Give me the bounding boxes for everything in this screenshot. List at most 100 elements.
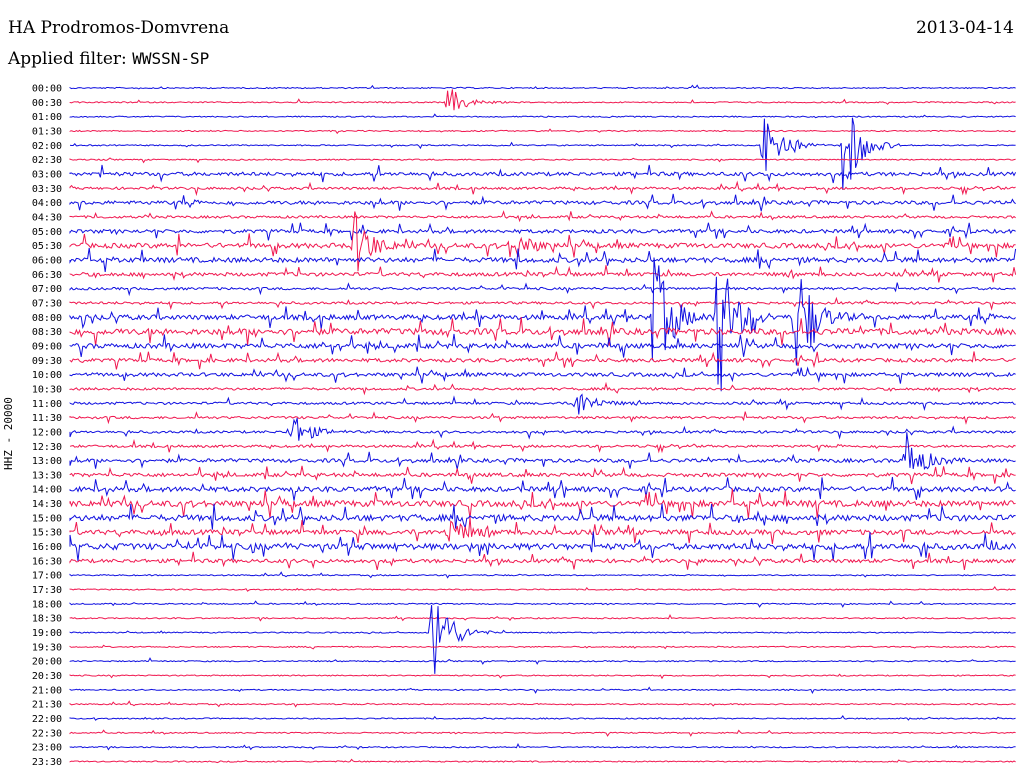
row-time-label: 10:30 [32, 384, 62, 395]
trace-line [69, 673, 1016, 680]
trace-line [69, 164, 1017, 184]
trace-line [69, 222, 1016, 241]
row-time-label: 23:00 [32, 743, 62, 754]
trace-line [69, 117, 1016, 190]
trace-line [69, 488, 1016, 519]
trace-line [69, 282, 1016, 297]
trace-line [69, 84, 1016, 90]
trace-line [69, 605, 1016, 674]
row-time-label: 07:30 [32, 298, 62, 309]
trace-line [69, 686, 1016, 695]
row-time-label: 16:30 [32, 556, 62, 567]
trace-line [69, 585, 1016, 592]
trace-line [69, 193, 1016, 212]
trace-line [69, 729, 1016, 737]
row-time-label: 16:00 [32, 542, 62, 553]
row-time-label: 05:30 [32, 241, 62, 252]
row-time-label: 02:00 [32, 141, 62, 152]
row-time-label: 14:00 [32, 485, 62, 496]
row-time-label: 12:30 [32, 442, 62, 453]
row-time-label: 11:00 [32, 399, 62, 410]
row-time-label: 19:30 [32, 642, 62, 653]
trace-line [69, 247, 1017, 272]
row-time-label: 06:30 [32, 270, 62, 281]
row-time-label: 23:30 [32, 757, 62, 768]
filter-label: Applied filter: [8, 49, 127, 69]
row-time-label: 20:30 [32, 671, 62, 682]
record-date: 2013-04-14 [915, 18, 1014, 38]
row-time-label: 08:00 [32, 313, 62, 324]
trace-line [69, 657, 1016, 665]
row-time-label: 15:00 [32, 513, 62, 524]
row-time-label: 09:30 [32, 356, 62, 367]
row-time-label: 08:30 [32, 327, 62, 338]
row-time-label: 09:00 [32, 341, 62, 352]
trace-line [69, 210, 1016, 223]
row-time-label: 15:30 [32, 528, 62, 539]
trace-line [69, 517, 1016, 544]
trace-line [69, 743, 1016, 751]
trace-line [69, 316, 1017, 346]
trace-line [69, 571, 1016, 579]
trace-line [69, 714, 1016, 721]
filter-value: WWSSN-SP [132, 49, 210, 68]
trace-line [69, 465, 1016, 485]
row-time-label: 17:00 [32, 571, 62, 582]
trace-line [69, 180, 1016, 197]
row-time-label: 22:30 [32, 728, 62, 739]
row-time-label: 02:30 [32, 155, 62, 166]
row-time-label: 19:00 [32, 628, 62, 639]
row-time-label: 04:00 [32, 198, 62, 209]
row-time-label: 18:30 [32, 614, 62, 625]
row-time-label: 00:30 [32, 98, 62, 109]
row-time-label: 21:30 [32, 700, 62, 711]
trace-line [69, 476, 1016, 501]
trace-line [69, 128, 1016, 135]
row-time-label: 21:00 [32, 685, 62, 696]
row-time-label: 01:30 [32, 126, 62, 137]
row-time-label: 18:00 [32, 599, 62, 610]
row-time-label: 00:00 [32, 84, 62, 95]
row-time-label: 06:00 [32, 255, 62, 266]
trace-line [69, 296, 1016, 311]
row-time-label: 07:00 [32, 284, 62, 295]
trace-line [69, 600, 1016, 608]
row-time-label: 17:30 [32, 585, 62, 596]
trace-line [69, 333, 1016, 358]
trace-line [69, 157, 1016, 164]
trace-line [69, 700, 1016, 708]
trace-line [69, 257, 1016, 392]
row-time-label: 05:00 [32, 227, 62, 238]
trace-line [69, 531, 1017, 562]
trace-line [69, 417, 1016, 441]
trace-line [69, 366, 1016, 384]
trace-line [69, 381, 1016, 396]
filter-caption: Applied filter: WWSSN-SP [8, 49, 209, 69]
trace-line [69, 758, 1016, 764]
row-time-label: 11:30 [32, 413, 62, 424]
trace-line [69, 89, 1016, 111]
row-time-label: 20:00 [32, 657, 62, 668]
row-time-label: 03:00 [32, 169, 62, 180]
trace-line [69, 503, 1016, 530]
trace-line [69, 551, 1016, 571]
trace-line [69, 211, 1016, 272]
row-time-label: 01:00 [32, 112, 62, 123]
row-time-label: 14:30 [32, 499, 62, 510]
trace-line [69, 432, 1016, 471]
row-time-label: 12:00 [32, 427, 62, 438]
trace-line [69, 393, 1016, 415]
station-title: HA Prodromos-Domvrena [8, 18, 230, 38]
row-time-label: 13:30 [32, 470, 62, 481]
row-time-label: 04:30 [32, 212, 62, 223]
trace-line [69, 438, 1016, 454]
trace-line [69, 113, 1016, 119]
row-time-label: 13:00 [32, 456, 62, 467]
row-time-label: 03:30 [32, 184, 62, 195]
trace-line [69, 644, 1016, 650]
trace-line [69, 351, 1016, 370]
trace-line [69, 411, 1016, 425]
trace-line [69, 265, 1017, 283]
row-time-label: 22:00 [32, 714, 62, 725]
